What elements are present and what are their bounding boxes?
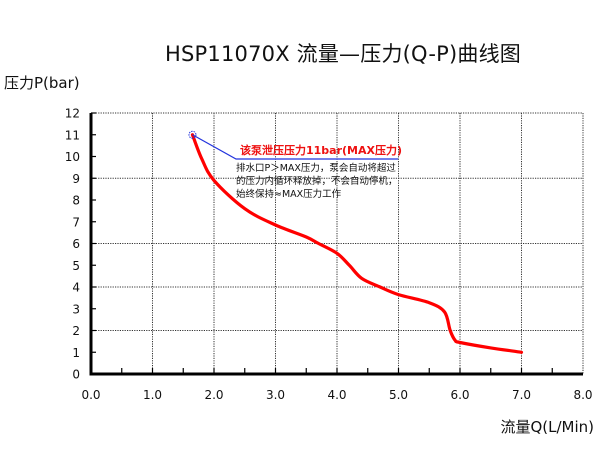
qp-curve (190, 133, 524, 354)
y-tick-label: 11 (65, 128, 80, 142)
y-tick-label: 5 (72, 259, 80, 273)
x-tick-label: 8.0 (573, 388, 592, 402)
y-tick-label: 1 (72, 346, 80, 360)
annotation-line: 排水口P＞MAX压力，泵会自动将超过 (236, 162, 396, 174)
y-tick-label: 9 (72, 172, 80, 186)
x-tick-label: 5.0 (389, 388, 408, 402)
x-tick-label: 6.0 (450, 388, 469, 402)
x-tick-label: 4.0 (327, 388, 346, 402)
x-tick-label: 3.0 (266, 388, 285, 402)
x-tick-label: 0.0 (81, 388, 100, 402)
annotation-leader-line (192, 134, 398, 160)
series-line (190, 133, 524, 354)
annotation-line: 的压力内循环释放掉，不会自动停机， (236, 175, 398, 187)
annotation-headline: 该泵泄压压力11bar(MAX压力) (240, 143, 402, 157)
y-tick-label: 3 (72, 302, 80, 316)
x-tick-label: 1.0 (143, 388, 162, 402)
y-tick-label: 12 (65, 107, 80, 121)
chart-title: HSP11070X 流量—压力(Q-P)曲线图 (165, 42, 521, 66)
y-tick-label: 4 (72, 281, 80, 295)
y-tick-label: 0 (72, 368, 80, 382)
grid-lines (91, 112, 584, 374)
x-tick-label: 2.0 (204, 388, 223, 402)
max-pressure-marker-icon (188, 130, 197, 139)
y-tick-label: 2 (72, 324, 80, 338)
annotation-line: 始终保持≈MAX压力工作 (236, 188, 342, 200)
y-tick-label: 8 (72, 194, 80, 208)
y-tick-label: 6 (72, 237, 80, 251)
x-tick-label: 7.0 (512, 388, 531, 402)
y-axis-label: 压力P(bar) (4, 74, 80, 92)
annotation: 该泵泄压压力11bar(MAX压力) 排水口P＞MAX压力，泵会自动将超过 的压… (188, 130, 402, 200)
x-axis-label: 流量Q(L/Min) (500, 418, 594, 436)
y-tick-label: 10 (65, 150, 80, 164)
y-tick-label: 7 (72, 215, 80, 229)
